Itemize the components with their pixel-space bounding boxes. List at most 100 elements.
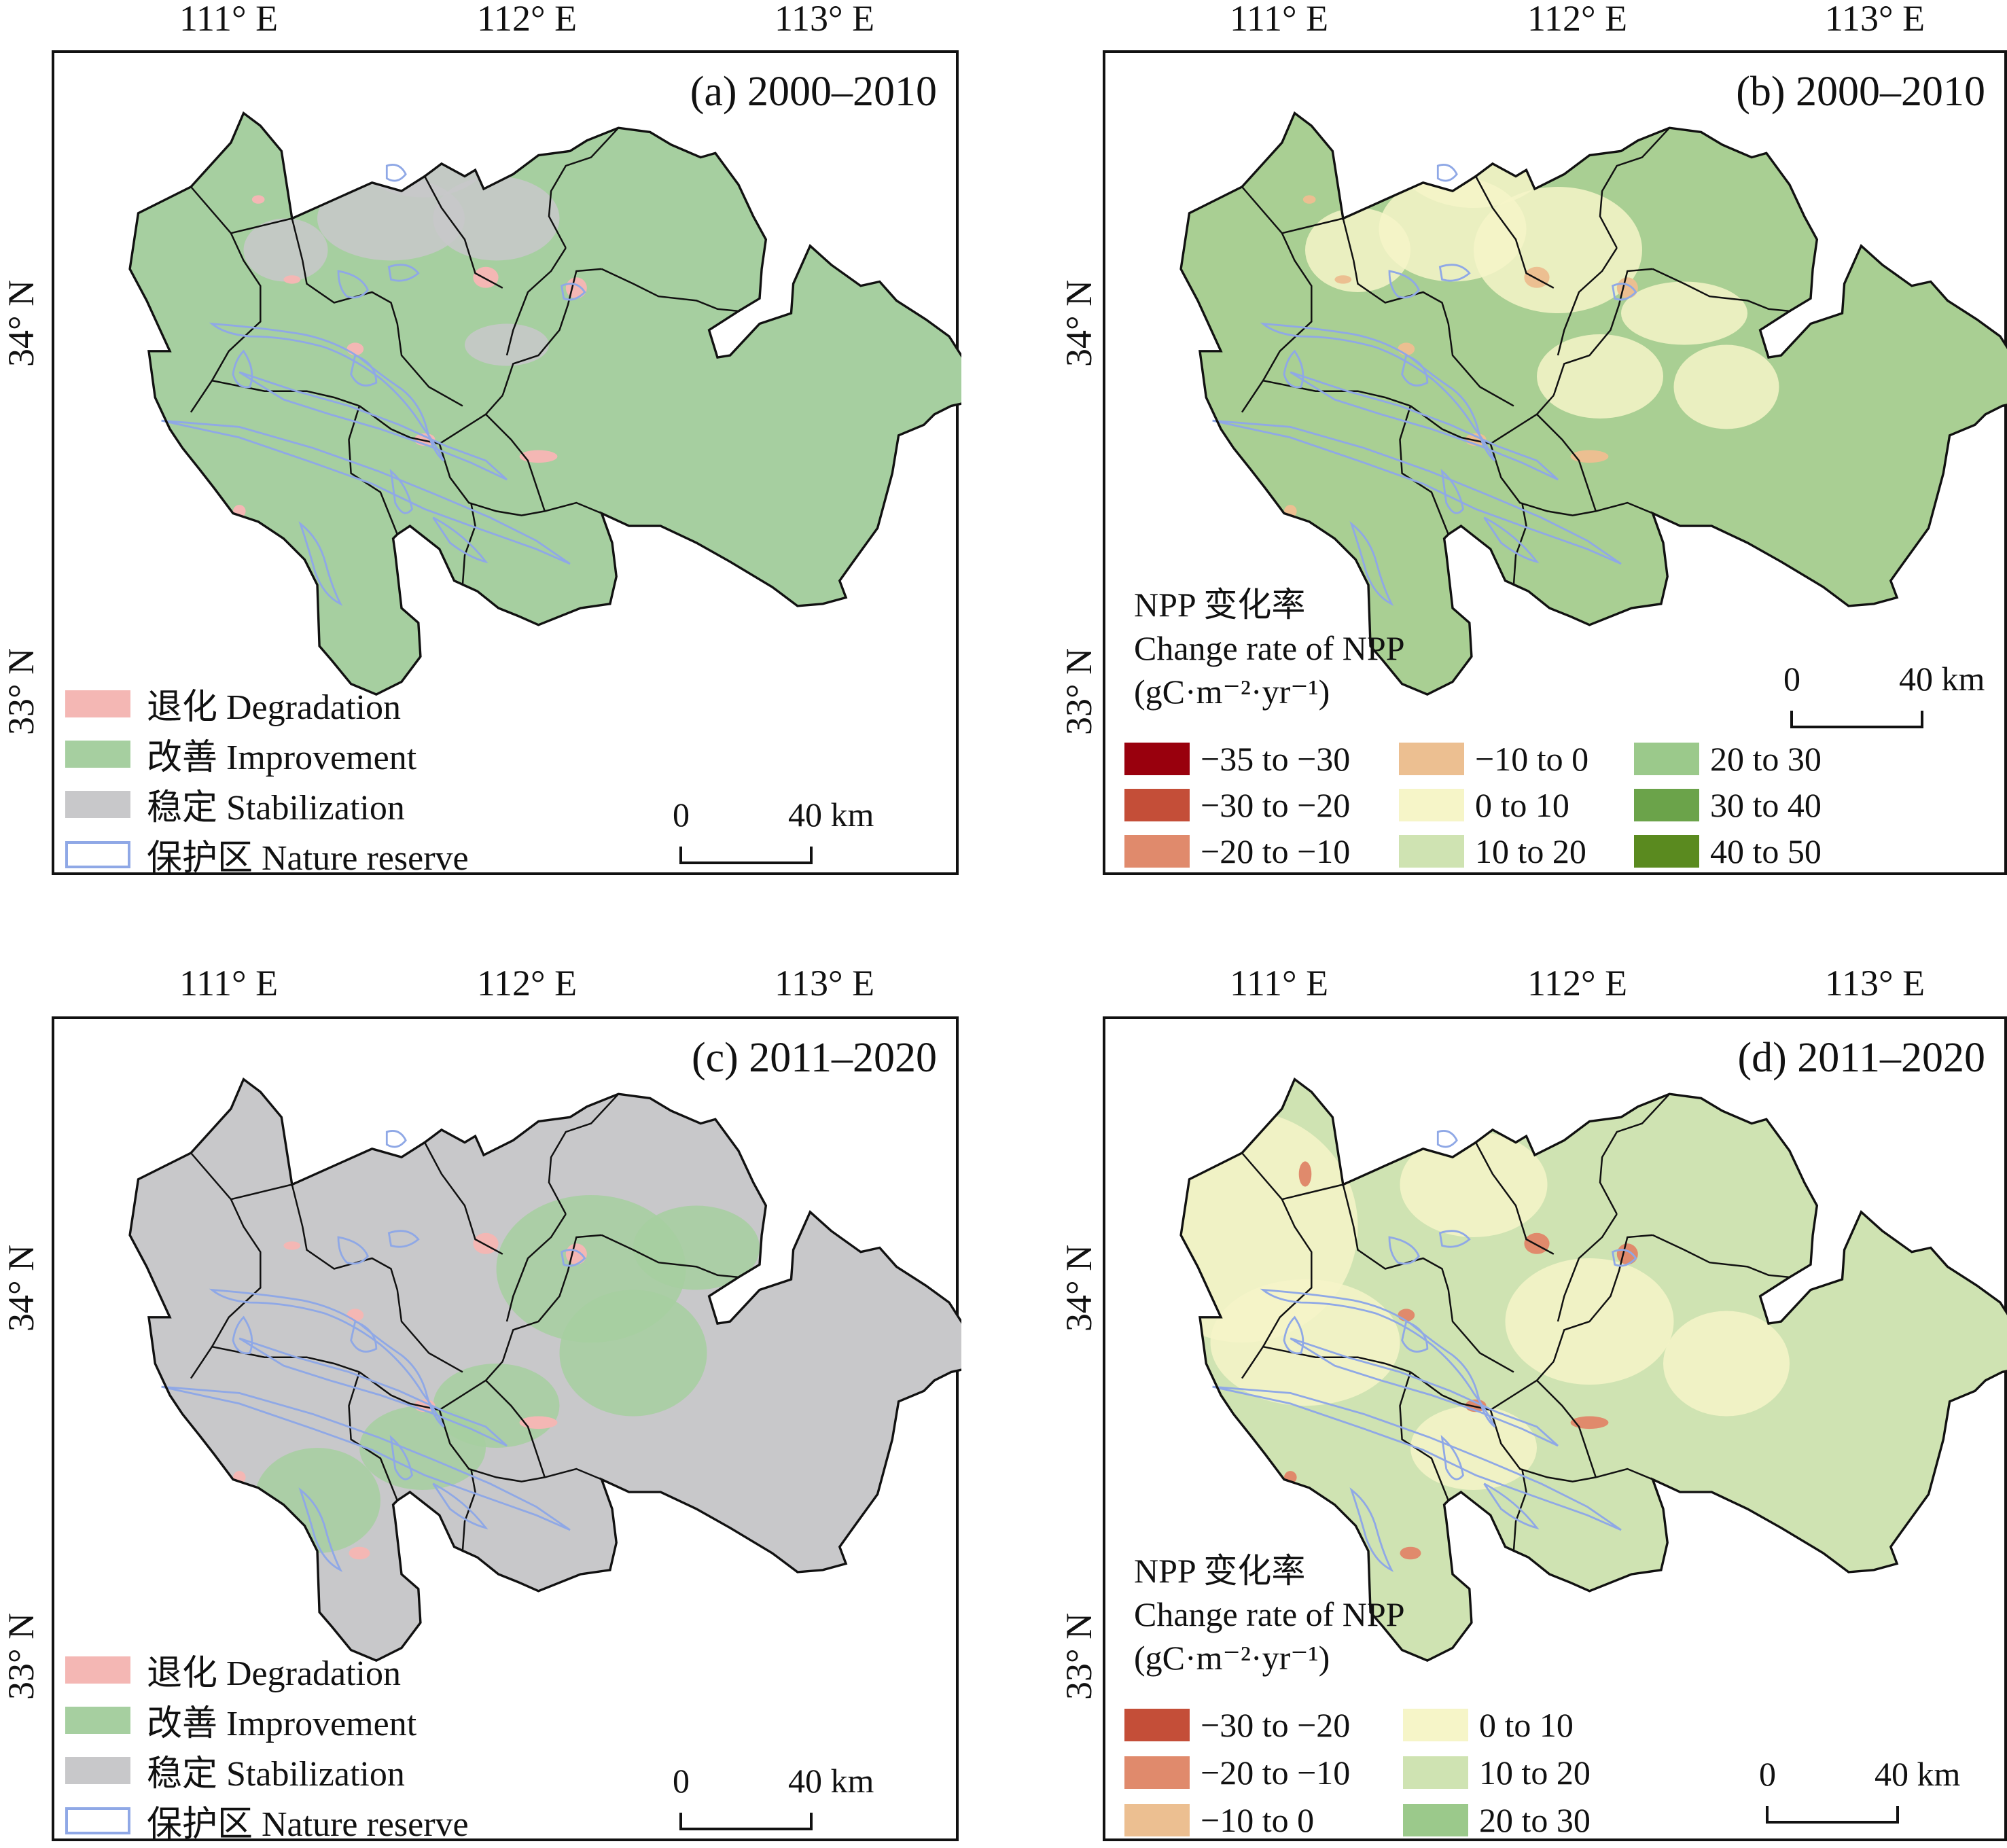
class-spot	[251, 195, 265, 204]
county-boundary	[1652, 1234, 1790, 1279]
region-outline	[1179, 1077, 2007, 1662]
nature-reserve-boundary	[385, 1130, 407, 1148]
class-spot	[1524, 1232, 1550, 1254]
region-fill	[130, 113, 961, 695]
class-spot	[565, 1243, 587, 1265]
class-swatch	[1399, 789, 1464, 821]
lat-label-33: 33° N	[1059, 647, 1099, 735]
lat-label-33: 33° N	[1, 1612, 41, 1700]
map-frame-b: (b) 2000–2010 NPP 变化率 Change rate of NPP…	[1103, 50, 2007, 875]
nature-reserve-boundary	[1212, 1385, 1622, 1531]
lat-label-34: 34° N	[1, 279, 41, 367]
nature-reserve-boundary	[561, 283, 586, 301]
nature-reserve-boundary	[350, 1320, 378, 1353]
class-item: 20 to 30	[1634, 739, 1822, 779]
region-map-a	[128, 111, 961, 696]
county-boundary	[424, 1141, 503, 1255]
county-boundary	[438, 443, 602, 516]
lon-label-111: 111° E	[1230, 0, 1329, 39]
class-patch	[1663, 1311, 1790, 1417]
class-spot	[473, 266, 499, 288]
lon-label-111: 111° E	[179, 963, 279, 1003]
class-item: 10 to 20	[1399, 832, 1586, 871]
class-item: −10 to 0	[1124, 1800, 1314, 1840]
county-boundary	[548, 1093, 620, 1215]
lat-label-34: 34° N	[1059, 279, 1099, 367]
lon-label-113: 113° E	[1825, 0, 1925, 39]
class-item: −20 to −10	[1124, 1753, 1350, 1792]
nature-reserve-boundary	[238, 1337, 508, 1447]
class-label: −10 to 0	[1475, 740, 1589, 778]
class-spot	[565, 277, 587, 299]
county-boundary	[485, 1379, 546, 1478]
class-label: −35 to −30	[1201, 740, 1351, 778]
class-item: 0 to 10	[1399, 785, 1569, 825]
scale-bar-line	[1790, 711, 1923, 728]
scale-bar-line	[679, 847, 813, 864]
legend-swatch	[65, 1656, 130, 1684]
nature-reserve-boundary	[387, 1230, 420, 1248]
class-spot	[473, 1232, 499, 1254]
nature-reserve-boundary	[561, 1249, 586, 1267]
legend-item-nature-reserve: 保护区 Nature reserve	[65, 829, 469, 880]
lat-label-34: 34° N	[1, 1244, 41, 1332]
class-label: 30 to 40	[1710, 786, 1822, 824]
map-frame-d: (d) 2011–2020 NPP 变化率 Change rate of NPP…	[1103, 1016, 2007, 1841]
nature-reserve-boundary	[389, 1435, 413, 1480]
county-boundary	[348, 1372, 398, 1501]
class-label: −20 to −10	[1201, 832, 1351, 870]
class-spot	[1524, 266, 1550, 288]
class-label: 10 to 20	[1475, 832, 1586, 870]
county-boundary	[1489, 443, 1653, 516]
legend-swatch	[65, 740, 130, 768]
nature-reserve-boundary	[298, 1487, 343, 1572]
legend-item-improvement: 改善 Improvement	[65, 728, 416, 779]
nature-reserve-boundary	[209, 1288, 445, 1428]
nature-reserve-boundary	[1283, 349, 1304, 389]
lat-label-33: 33° N	[1, 647, 41, 735]
lon-label-111: 111° E	[1230, 963, 1329, 1003]
county-boundary	[1399, 1372, 1449, 1501]
panel-c: 111° E 112° E 113° E 34° N 33° N (c) 201…	[0, 963, 1003, 1848]
lon-label-113: 113° E	[775, 0, 875, 39]
county-boundary	[1536, 1379, 1597, 1478]
class-patch	[254, 1448, 380, 1553]
county-boundary	[1342, 218, 1514, 407]
legend-item-nature-reserve: 保护区 Nature reserve	[65, 1795, 469, 1846]
class-spot	[519, 1416, 558, 1429]
legend-label: 退化 Degradation	[147, 688, 402, 727]
county-boundary	[1489, 1409, 1653, 1482]
lat-label-34: 34° N	[1059, 1244, 1099, 1332]
scale-start: 0	[673, 1762, 690, 1800]
county-boundary	[1536, 413, 1597, 512]
colorbar-title-line: Change rate of NPP	[1134, 629, 1405, 667]
nature-reserve-boundary	[232, 1315, 253, 1355]
scale-end: 40 km	[788, 796, 874, 834]
scale-bar-b: 0 40 km	[1783, 659, 1985, 734]
class-patch	[559, 1290, 707, 1417]
lon-label-112: 112° E	[1527, 0, 1628, 39]
nature-reserve-boundary	[1436, 1130, 1458, 1148]
legend-swatch	[65, 840, 130, 868]
legend-item-stabilization: 稳定 Stabilization	[65, 779, 405, 830]
nature-reserve-boundary	[298, 521, 343, 606]
county-boundary	[1281, 1184, 1344, 1201]
class-spot	[414, 113, 431, 132]
nature-reserve-boundary	[1440, 1435, 1464, 1480]
nature-reserve-boundary	[1483, 516, 1540, 564]
class-item: −35 to −30	[1124, 739, 1350, 779]
nature-reserve-boundary	[1483, 1482, 1540, 1530]
legend-swatch	[65, 1756, 130, 1784]
county-boundary	[230, 1184, 293, 1201]
class-spot	[1570, 1416, 1609, 1429]
county-boundary	[548, 127, 620, 249]
nature-reserve-boundary	[1440, 469, 1464, 514]
class-patch	[359, 1406, 486, 1490]
county-boundary	[1552, 268, 1653, 396]
class-patch	[317, 176, 465, 261]
legend-label: 改善 Improvement	[147, 1705, 417, 1743]
nature-reserve-boundary	[1612, 283, 1637, 301]
class-spot	[1465, 1079, 1482, 1099]
class-swatch	[1124, 743, 1190, 775]
region-map-d	[1179, 1077, 2007, 1662]
